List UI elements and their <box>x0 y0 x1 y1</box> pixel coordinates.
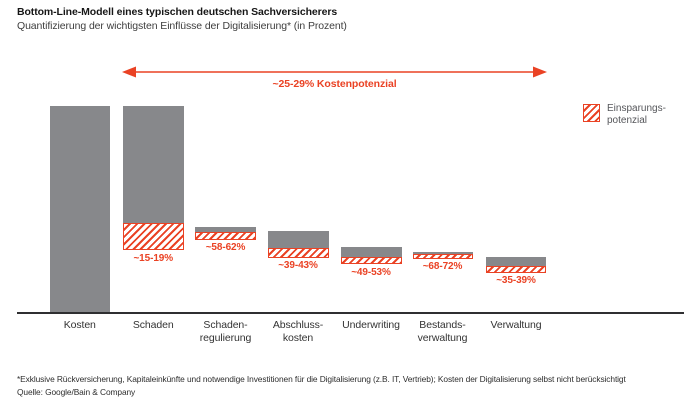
cost-potential-annotation: ~25-29% Kostenpotenzial <box>122 64 547 94</box>
x-axis-label-kosten: Kosten <box>63 319 96 331</box>
bar-segment-savings-hatch-schaden <box>123 222 184 250</box>
bar-kosten <box>49 105 110 313</box>
bar-segment-savings-hatch-schadenregulierung <box>195 231 256 240</box>
x-axis-label-verwaltung: Verwaltung <box>490 319 542 331</box>
chart-title: Bottom-Line-Modell eines typischen deuts… <box>17 6 338 18</box>
x-axis-label-underwriting: Underwriting <box>342 319 400 331</box>
legend-label-line1: Einsparungs- <box>607 103 666 114</box>
bar-underwriting <box>340 247 402 264</box>
bar-abschlusskosten <box>267 231 329 258</box>
bar-bestandsverwaltung <box>412 251 473 259</box>
bar-segment-gray-verwaltung <box>486 257 546 266</box>
x-axis-label-schadenregulierung: Schaden- regulierung <box>199 319 252 344</box>
chart-subtitle: Quantifizierung der wichtigsten Einflüss… <box>17 20 347 32</box>
savings-label-bestandsverwaltung: ~68-72% <box>422 261 463 272</box>
savings-label-schadenregulierung: ~58-62% <box>205 242 246 253</box>
savings-label-abschlusskosten: ~39-43% <box>278 260 318 271</box>
bar-schadenregulierung <box>195 227 256 240</box>
legend-label-line2: potenzial <box>607 114 648 126</box>
source-line: Quelle: Google/Bain & Company <box>17 387 136 397</box>
bar-schaden <box>123 105 184 250</box>
x-axis-line <box>17 311 684 315</box>
bar-segment-gray-bestandsverwaltung <box>412 251 473 254</box>
bar-segment-gray-schadenregulierung <box>195 227 256 232</box>
savings-label-schaden: ~15-19% <box>133 252 174 264</box>
x-axis-label-bestandsverwaltung: Bestands- verwaltung <box>417 319 468 344</box>
bar-segment-savings-hatch-verwaltung <box>486 266 546 273</box>
bar-segment-gray-underwriting <box>340 247 402 257</box>
bar-segment-gray-schaden <box>123 105 184 223</box>
x-axis-label-abschlusskosten: Abschluss- kosten <box>272 319 324 344</box>
bar-segment-savings-hatch-abschlusskosten <box>267 247 329 258</box>
footnote: *Exklusive Rückversicherung, Kapitaleink… <box>17 374 626 384</box>
bar-segment-gray-kosten <box>49 105 110 313</box>
savings-hatch-swatch-icon <box>583 104 600 122</box>
cost-potential-label: ~25-29% Kostenpotenzial <box>272 78 397 90</box>
x-axis-label-schaden: Schaden <box>132 319 174 331</box>
double-arrow-icon <box>122 66 547 78</box>
legend-label: Einsparungs- potenzial <box>607 103 666 126</box>
savings-label-verwaltung: ~35-39% <box>496 275 536 286</box>
bar-segment-savings-hatch-underwriting <box>340 257 402 264</box>
bar-verwaltung <box>486 257 546 273</box>
bar-segment-savings-hatch-bestandsverwaltung <box>412 253 473 259</box>
bar-segment-gray-abschlusskosten <box>267 231 329 248</box>
savings-label-underwriting: ~49-53% <box>351 266 391 278</box>
